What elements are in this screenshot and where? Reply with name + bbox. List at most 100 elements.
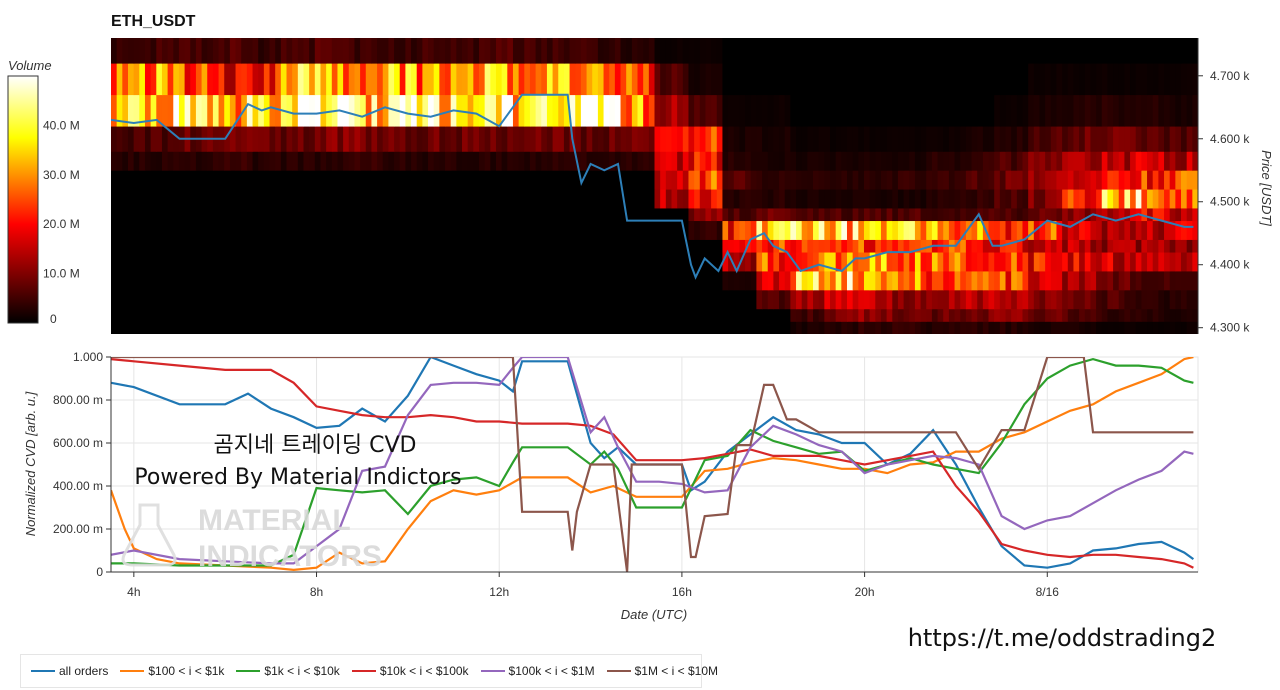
heatmap-cell <box>462 126 469 152</box>
heatmap-cell <box>433 94 440 127</box>
heatmap-cell <box>614 271 622 291</box>
heatmap-cell <box>280 208 288 222</box>
heatmap-cell <box>626 308 633 322</box>
heatmap-cell <box>133 239 140 253</box>
heatmap-cell <box>654 308 661 322</box>
heatmap-cell <box>1130 63 1137 96</box>
heatmap-cell <box>529 321 537 334</box>
heatmap-cell <box>835 94 842 127</box>
heatmap-cell <box>484 38 491 64</box>
heatmap-cell <box>411 208 418 222</box>
heatmap-cell <box>620 289 627 310</box>
heatmap-cell <box>1067 126 1075 152</box>
heatmap-cell <box>354 189 361 209</box>
heatmap-cell <box>365 94 373 127</box>
heatmap-cell <box>869 151 876 171</box>
heatmap-cell <box>784 38 791 64</box>
heatmap-cell <box>518 220 525 240</box>
telegram-link[interactable]: https://t.me/oddstrading2 <box>908 624 1217 652</box>
heatmap-cell <box>937 208 944 222</box>
heatmap-cell <box>484 170 491 190</box>
heatmap-cell <box>637 321 644 334</box>
heatmap-cell <box>654 94 661 127</box>
heatmap-cell <box>1028 38 1035 64</box>
heatmap-cell <box>541 189 548 209</box>
heatmap-cell <box>512 271 520 291</box>
legend-item[interactable]: $1M < i < $10M <box>606 664 718 678</box>
heatmap-cell <box>790 38 797 64</box>
heatmap-cell <box>688 38 695 64</box>
heatmap-cell <box>688 170 695 190</box>
heatmap-cell <box>722 170 729 190</box>
heatmap-cell <box>807 220 814 240</box>
heatmap-cell <box>111 308 118 322</box>
heatmap-title: ETH_USDT <box>111 13 196 30</box>
heatmap-cell <box>801 321 808 334</box>
heatmap-cell <box>994 271 1001 291</box>
heatmap-cell <box>648 308 656 322</box>
heatmap-cell <box>597 208 605 222</box>
heatmap-cell <box>552 252 559 272</box>
heatmap-cell <box>682 38 690 64</box>
heatmap-cell <box>1050 239 1058 253</box>
heatmap-cell <box>1141 170 1148 190</box>
heatmap-cell <box>1175 208 1182 222</box>
heatmap-cell <box>733 170 741 190</box>
heatmap-cell <box>1186 189 1193 209</box>
heatmap-cell <box>654 289 661 310</box>
heatmap-cell <box>569 271 576 291</box>
heatmap-cell <box>139 170 146 190</box>
heatmap-cell <box>201 289 208 310</box>
heatmap-cell <box>394 208 401 222</box>
heatmap-cell <box>529 220 537 240</box>
heatmap-cell <box>150 126 157 152</box>
heatmap-cell <box>450 321 457 334</box>
heatmap-cell <box>1005 321 1012 334</box>
heatmap-cell <box>445 189 452 209</box>
heatmap-cell <box>303 252 310 272</box>
heatmap-cell <box>229 38 237 64</box>
heatmap-cell <box>524 220 531 240</box>
heatmap-cell <box>507 321 514 334</box>
heatmap-cell <box>524 208 531 222</box>
heatmap-cell <box>1096 239 1103 253</box>
heatmap-cell <box>1016 151 1024 171</box>
heatmap-cell <box>501 220 508 240</box>
heatmap-cell <box>269 308 276 322</box>
heatmap-cell <box>320 239 327 253</box>
heatmap-cell <box>1141 94 1148 127</box>
legend-item[interactable]: $10k < i < $100k <box>351 664 469 678</box>
legend-item[interactable]: $1k < i < $10k <box>236 664 340 678</box>
legend-item[interactable]: all orders <box>31 664 108 678</box>
heatmap-cell <box>1158 189 1165 209</box>
heatmap-cell <box>756 271 763 291</box>
legend-item[interactable]: $100 < i < $1k <box>120 664 224 678</box>
legend-item[interactable]: $100k < i < $1M <box>480 664 595 678</box>
heatmap-cell <box>184 189 191 209</box>
heatmap-cell <box>1022 289 1029 310</box>
heatmap-cell <box>1113 252 1120 272</box>
heatmap-cell <box>184 239 191 253</box>
heatmap-cell <box>563 308 571 322</box>
heatmap-cell <box>144 63 152 96</box>
logo-text-line1: MATERIAL <box>198 504 351 537</box>
heatmap-cell <box>818 220 825 240</box>
heatmap-cell <box>830 208 837 222</box>
heatmap-cell <box>750 189 758 209</box>
heatmap-cell <box>139 220 146 240</box>
heatmap-cell <box>671 239 678 253</box>
heatmap-cell <box>1084 38 1092 64</box>
heatmap-cell <box>796 170 803 190</box>
heatmap-cell <box>490 189 497 209</box>
heatmap-cell <box>218 38 225 64</box>
heatmap-cell <box>1107 170 1114 190</box>
heatmap-cell <box>535 38 542 64</box>
heatmap-cell <box>388 170 395 190</box>
heatmap-cell <box>377 208 384 222</box>
heatmap-cell <box>677 126 684 152</box>
heatmap-cell <box>1011 151 1018 171</box>
heatmap-cell <box>439 126 446 152</box>
heatmap-cell <box>830 170 837 190</box>
heatmap-cell <box>920 126 927 152</box>
